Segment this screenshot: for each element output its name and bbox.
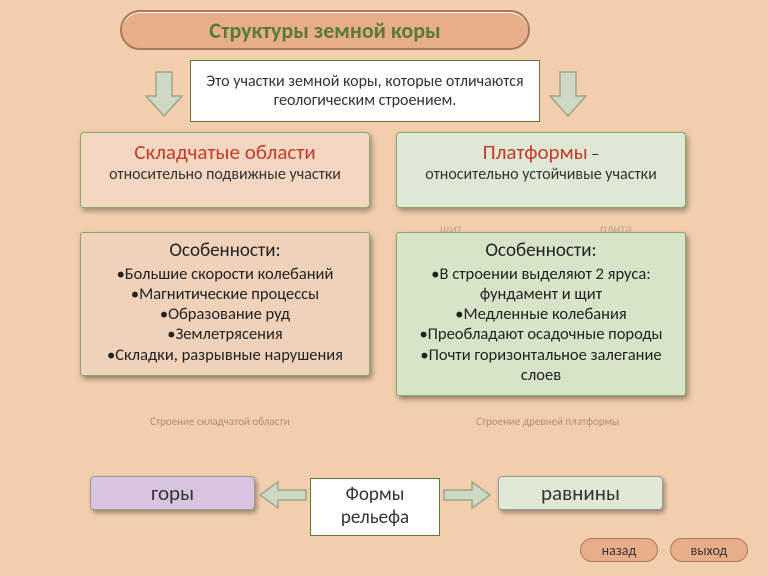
list-item: В строении выделяют 2 яруса: фундамент и… <box>401 264 681 304</box>
platform-title-row: Платформы – <box>403 139 679 165</box>
list-item: Землетрясения <box>85 324 365 344</box>
page-title: Структуры земной коры <box>120 10 530 50</box>
arrow-down-right-icon <box>548 70 588 118</box>
platform-subtitle: относительно устойчивые участки <box>403 165 679 184</box>
fold-diagram-caption: Строение складчатой области <box>150 415 290 428</box>
platform-title: Платформы <box>483 139 588 165</box>
platform-features-box: Особенности: В строении выделяют 2 яруса… <box>396 232 686 396</box>
list-item: Почти горизонтальное залегание слоев <box>401 345 681 385</box>
list-item: Преобладают осадочные породы <box>401 324 681 344</box>
arrow-down-left-icon <box>144 70 184 118</box>
fold-region-subtitle: относительно подвижные участки <box>87 165 363 184</box>
definition-box: Это участки земной коры, которые отличаю… <box>190 60 540 122</box>
list-item: Большие скорости колебаний <box>85 264 365 284</box>
back-button[interactable]: назад <box>580 538 658 562</box>
platform-features-header: Особенности: <box>401 239 681 262</box>
fold-region-title: Складчатые области <box>87 139 363 165</box>
arrow-left-icon <box>258 480 308 510</box>
fold-features-header: Особенности: <box>85 239 365 262</box>
platform-title-suffix: – <box>588 145 600 164</box>
relief-forms-label: Формы рельефа <box>310 478 440 536</box>
relief-plains: равнины <box>498 476 663 510</box>
fold-features-list: Большие скорости колебаний Магнитические… <box>85 264 365 365</box>
platform-box: Платформы – относительно устойчивые учас… <box>396 132 686 208</box>
exit-button[interactable]: выход <box>670 538 748 562</box>
fold-region-box: Складчатые области относительно подвижны… <box>80 132 370 208</box>
list-item: Медленные колебания <box>401 304 681 324</box>
platform-features-list: В строении выделяют 2 яруса: фундамент и… <box>401 264 681 385</box>
list-item: Складки, разрывные нарушения <box>85 345 365 365</box>
arrow-right-icon <box>442 480 492 510</box>
list-item: Образование руд <box>85 304 365 324</box>
list-item: Магнитические процессы <box>85 284 365 304</box>
relief-mountains: горы <box>90 476 255 510</box>
fold-features-box: Особенности: Большие скорости колебаний … <box>80 232 370 376</box>
platform-diagram-caption: Строение древней платформы <box>476 415 619 428</box>
